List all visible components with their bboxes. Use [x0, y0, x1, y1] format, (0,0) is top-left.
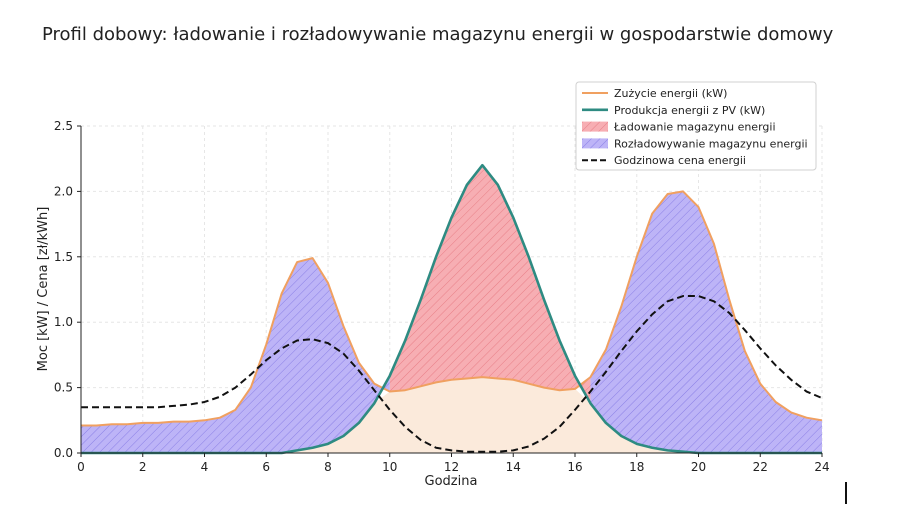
legend-discharging-label: Rozładowywanie magazynu energii	[614, 137, 808, 150]
price-line	[81, 295, 823, 453]
legend-price-label: Godzinowa cena energii	[614, 154, 746, 167]
axes: 0 2 4 6 8 10 12 14 16 18 20 22 240.00.51.01.52.02.5	[54, 119, 830, 474]
y-tick-label: 0.0	[54, 446, 73, 460]
y-tick-label: 1.5	[54, 250, 73, 264]
y-tick-label: 0.5	[54, 381, 73, 395]
chart-title: Profil dobowy: ładowanie i rozładowywani…	[42, 24, 834, 45]
legend-box	[575, 81, 817, 171]
discharging-area	[590, 191, 822, 453]
base-consumption-area	[81, 377, 822, 453]
legend-pv-label: Produkcja energii z PV (kW)	[614, 104, 765, 117]
x-tick-label: 16	[567, 460, 582, 474]
x-tick-label: 18	[629, 460, 644, 474]
fill-layer	[81, 165, 822, 453]
y-axis-label: Moc [kW] / Cena [zł/kWh]	[36, 207, 51, 372]
text-cursor-icon	[845, 482, 847, 504]
legend-consumption-label: Zużycie energii (kW)	[614, 87, 727, 100]
x-tick-label: 10	[382, 460, 397, 474]
consumption-line	[81, 190, 823, 427]
x-tick-label: 2	[139, 460, 147, 474]
y-tick-label: 2.5	[54, 119, 73, 133]
x-tick-label: 24	[814, 460, 829, 474]
legend-charging-swatch	[582, 121, 608, 132]
x-tick-label: 20	[691, 460, 706, 474]
y-tick-label: 2.0	[54, 184, 73, 198]
x-tick-label: 8	[324, 460, 332, 474]
x-tick-label: 22	[753, 460, 768, 474]
x-tick-label: 4	[201, 460, 209, 474]
x-tick-label: 12	[444, 460, 459, 474]
x-tick-label: 6	[262, 460, 270, 474]
legend: Zużycie energii (kW) Produkcja energii z …	[575, 81, 817, 171]
discharging-area	[81, 258, 390, 453]
legend-discharging-swatch	[582, 138, 608, 149]
charging-area	[389, 165, 591, 404]
x-tick-label: 14	[506, 460, 521, 474]
y-tick-label: 1.0	[54, 315, 73, 329]
x-tick-label: 0	[77, 460, 85, 474]
x-axis-label: Godzina	[425, 474, 478, 489]
legend-charging-label: Ładowanie magazynu energii	[613, 121, 776, 134]
